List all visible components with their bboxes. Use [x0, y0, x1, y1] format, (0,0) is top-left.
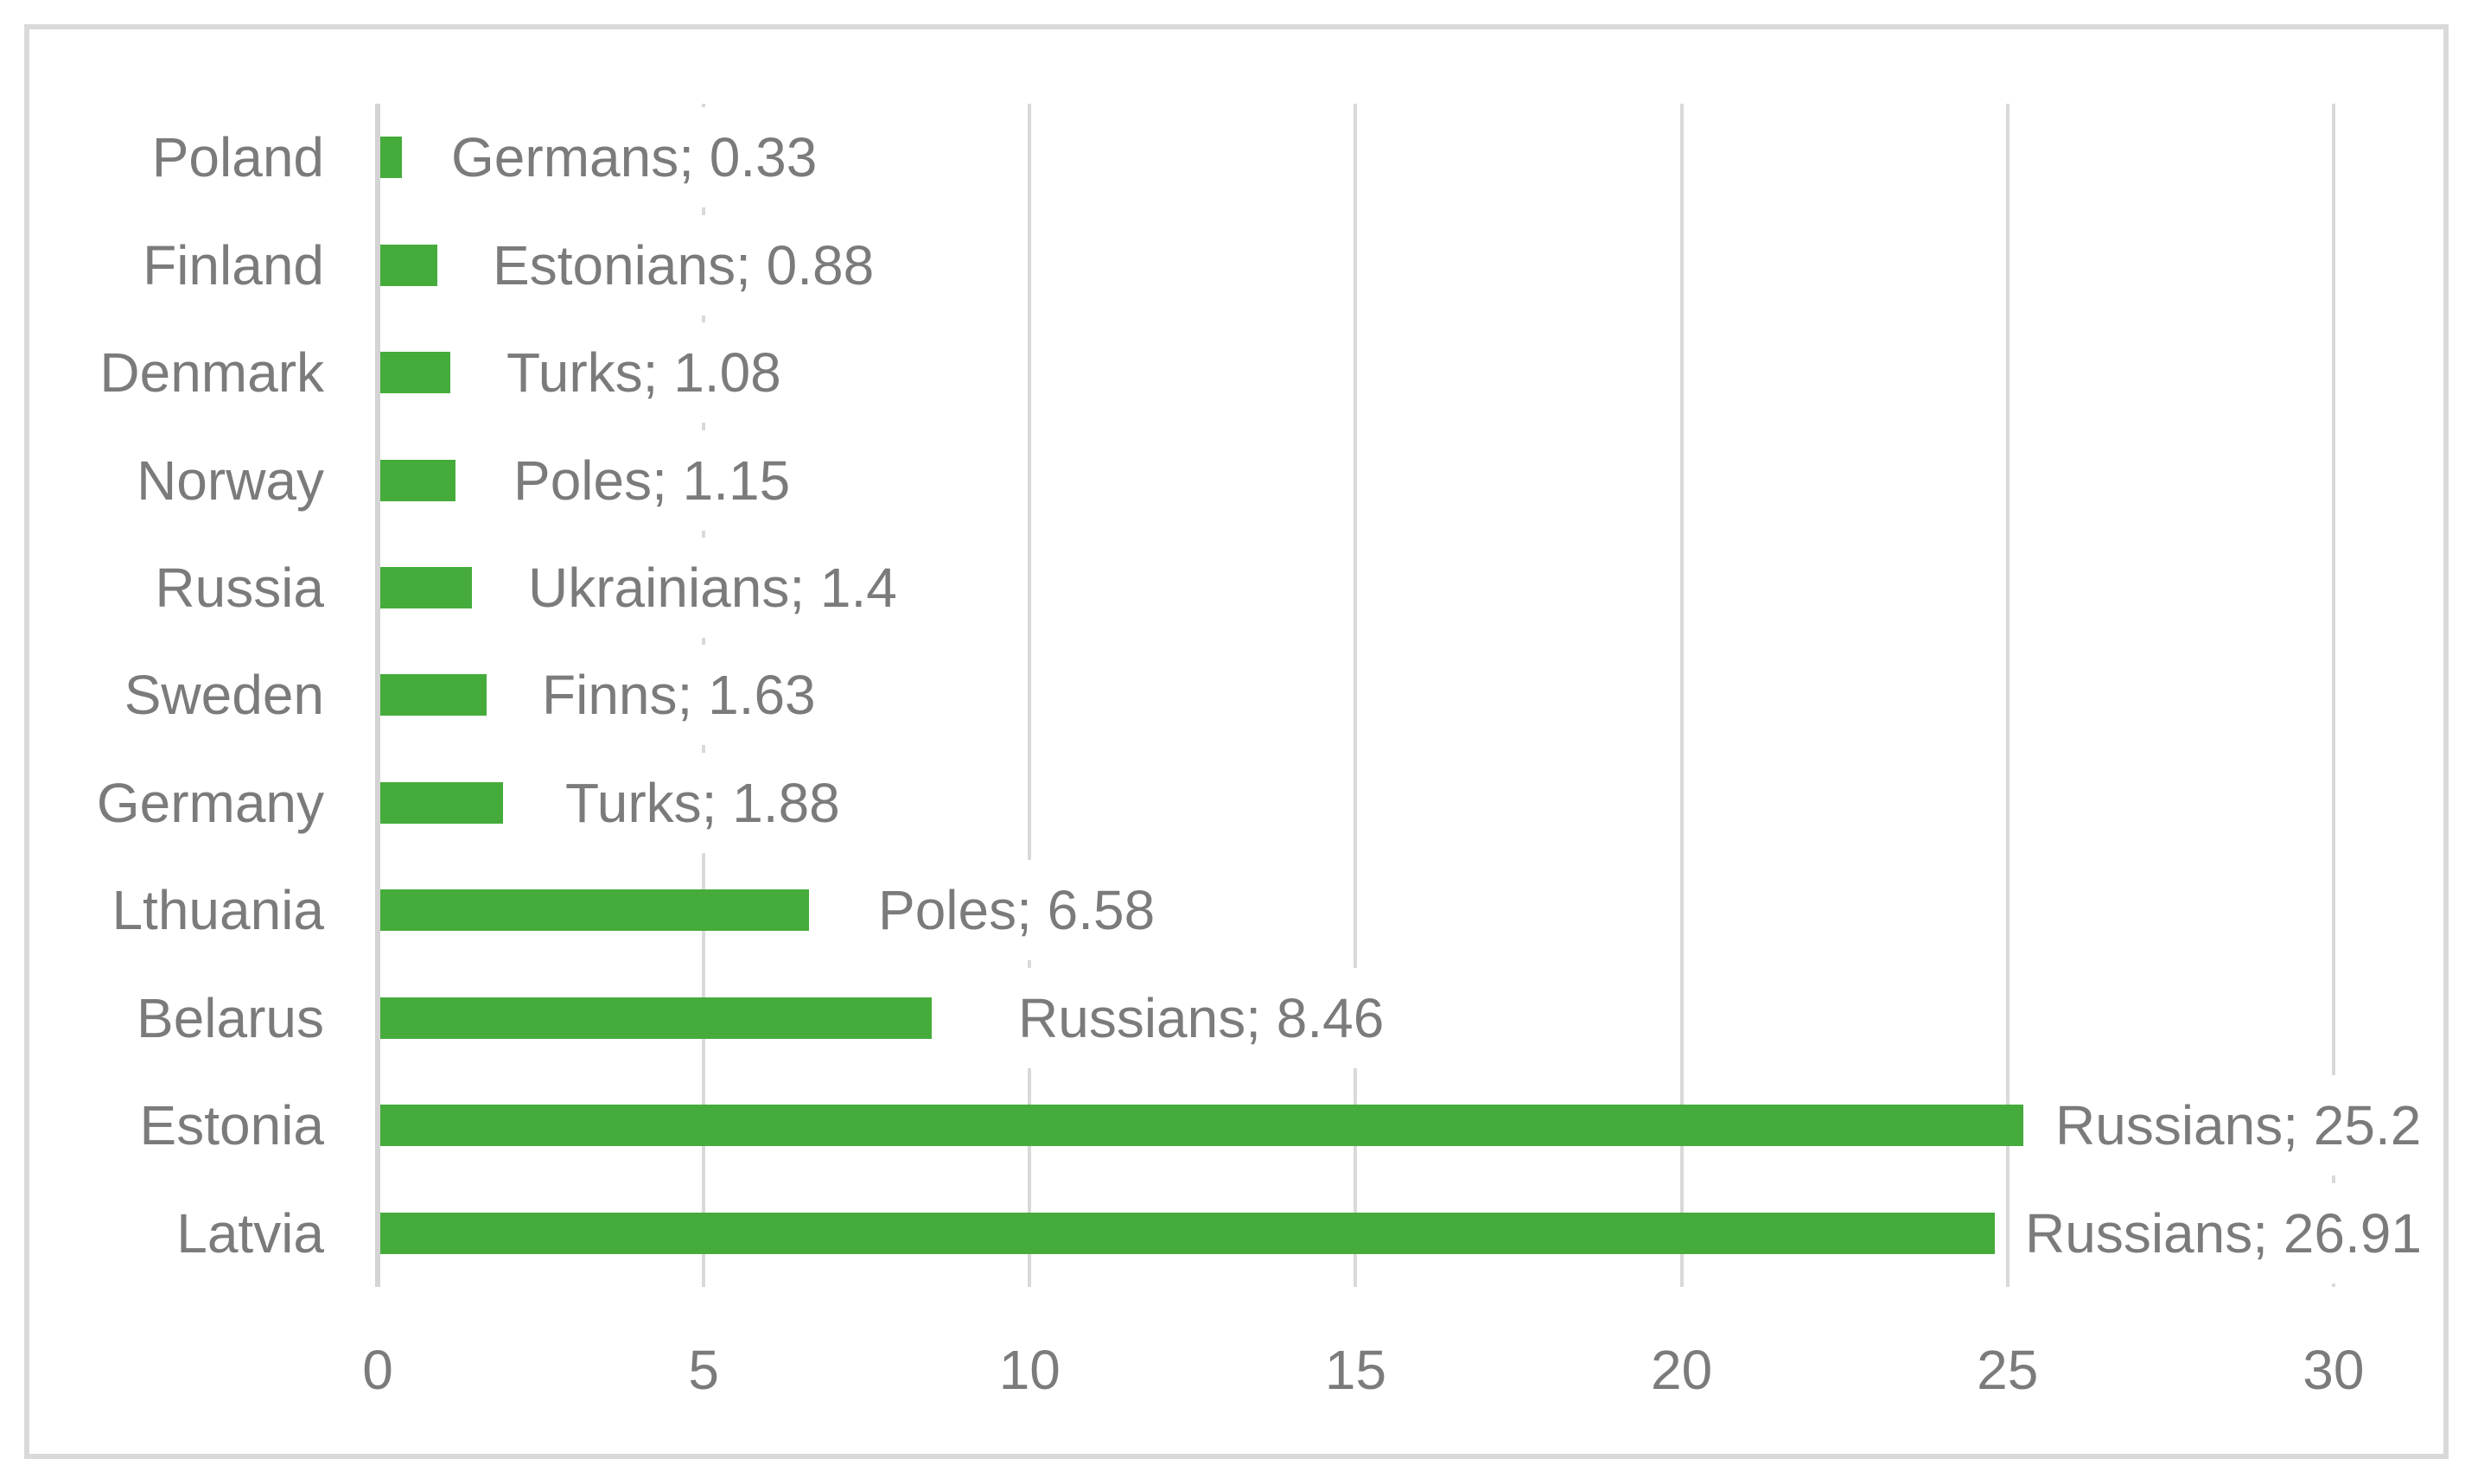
category-label: Poland	[151, 126, 324, 189]
data-label: Germans; 0.33	[441, 107, 828, 208]
bar-row: Poles; 6.58	[380, 857, 1166, 964]
data-label: Turks; 1.88	[555, 752, 850, 853]
data-label: Poles; 6.58	[868, 860, 1166, 961]
bar	[380, 889, 809, 932]
data-label: Ukrainians; 1.4	[518, 538, 908, 639]
x-tick-label: 5	[688, 1339, 719, 1401]
gridline	[2331, 104, 2335, 1287]
bar	[380, 997, 932, 1039]
bar-row: Russians; 25.2	[380, 1072, 2432, 1179]
category-label: Sweden	[124, 664, 324, 727]
data-label: Estonians; 0.88	[482, 214, 885, 315]
category-label: Denmark	[99, 341, 324, 404]
bar-row: Finns; 1.63	[380, 641, 826, 748]
data-label: Finns; 1.63	[532, 645, 826, 746]
bar-row: Germans; 0.33	[380, 104, 828, 211]
category-label: Russia	[155, 557, 324, 620]
gridline	[2005, 104, 2010, 1287]
bar	[380, 674, 487, 717]
x-tick-label: 0	[362, 1339, 393, 1401]
bar-row: Turks; 1.88	[380, 749, 850, 857]
bar	[380, 352, 450, 394]
gridline	[1679, 104, 1684, 1287]
bar-row: Ukrainians; 1.4	[380, 534, 908, 641]
x-tick-label: 25	[1977, 1339, 2039, 1401]
category-label: Belarus	[137, 986, 324, 1049]
bar	[380, 567, 472, 609]
data-label: Poles; 1.15	[503, 430, 801, 531]
bar-row: Estonians; 0.88	[380, 211, 885, 318]
category-label: Latvia	[176, 1201, 324, 1264]
category-label: Estonia	[139, 1094, 324, 1157]
bar	[380, 1212, 1995, 1254]
x-tick-label: 30	[2303, 1339, 2365, 1401]
data-label: Russians; 25.2	[2045, 1075, 2432, 1176]
category-label: Finland	[143, 233, 324, 296]
y-axis-line	[375, 104, 380, 1287]
bar-row: Russians; 26.91	[380, 1180, 2432, 1287]
bar	[380, 781, 503, 824]
bar	[380, 244, 437, 286]
bar-row: Turks; 1.08	[380, 319, 792, 426]
data-label: Russians; 26.91	[2015, 1182, 2432, 1283]
category-label: Lthuania	[111, 879, 324, 942]
x-tick-label: 20	[1651, 1339, 1713, 1401]
data-label: Turks; 1.08	[496, 322, 792, 424]
gridline	[1354, 104, 1358, 1287]
data-label: Russians; 8.46	[1008, 967, 1395, 1068]
bar	[380, 1105, 2023, 1147]
gridline	[1028, 104, 1032, 1287]
bar-row: Poles; 1.15	[380, 426, 801, 533]
category-label: Norway	[137, 449, 324, 512]
x-tick-label: 10	[998, 1339, 1061, 1401]
bar-row: Russians; 8.46	[380, 965, 1395, 1072]
bar	[380, 459, 455, 501]
x-tick-label: 15	[1324, 1339, 1387, 1401]
category-label: Germany	[96, 771, 324, 834]
bar	[380, 137, 402, 179]
